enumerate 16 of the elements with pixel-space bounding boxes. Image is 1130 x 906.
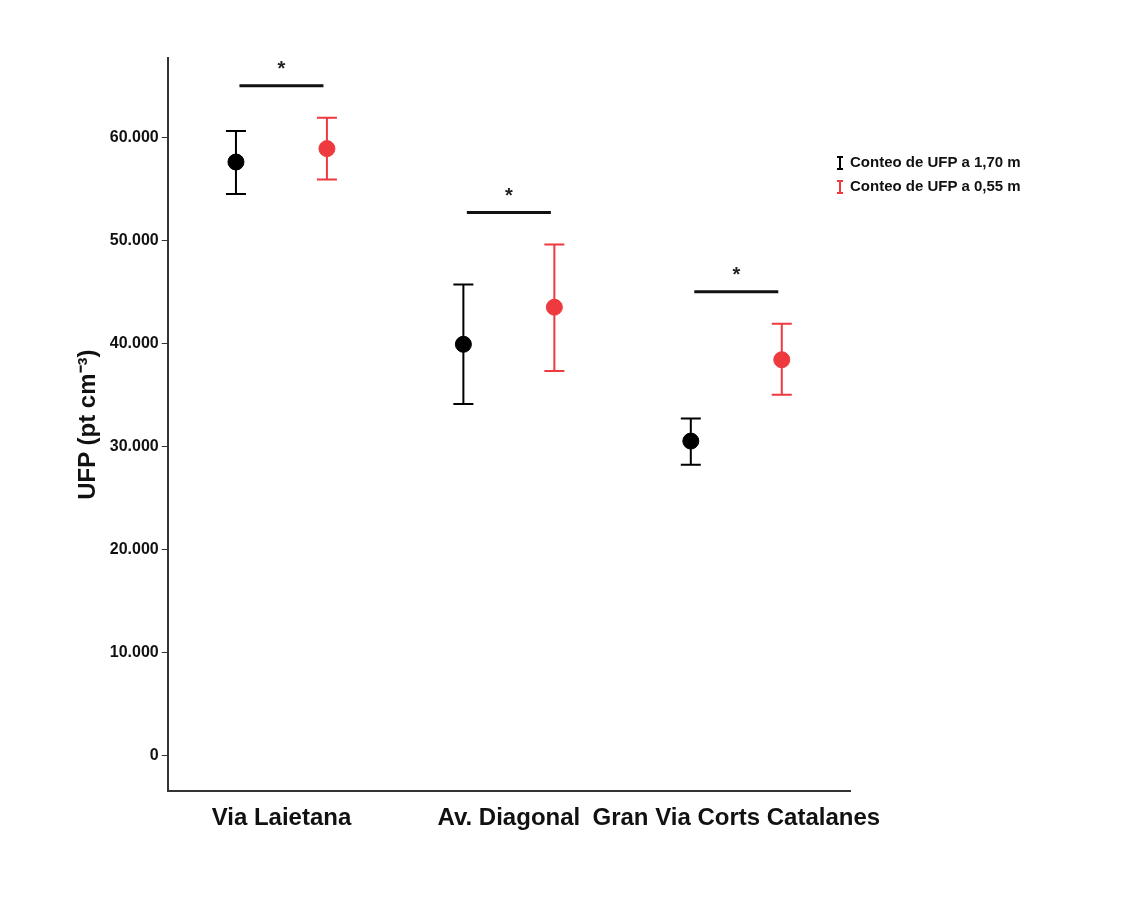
y-tick-label: 40.000 [109,333,159,351]
legend-label: Conteo de UFP a 0,55 m [850,177,1021,195]
y-tick-label: 10.000 [109,642,159,660]
y-tick-label: 20.000 [109,539,159,557]
annotation: * [277,57,286,80]
annotation: * [732,263,741,286]
annotation: * [504,183,513,206]
y-tick-label: 0 [149,745,159,763]
y-axis-title: UFP (pt cm⁻³) [73,349,101,500]
x-tick-label: Gran Via Corts Catalanes [592,803,881,831]
x-tick-label: Via Laietana [211,803,352,831]
y-tick-label: 30.000 [109,436,159,454]
legend-label: Conteo de UFP a 1,70 m [850,153,1021,171]
y-tick-label: 60.000 [109,127,159,145]
y-tick-label: 50.000 [109,230,159,248]
x-tick-label: Av. Diagonal [437,803,581,831]
